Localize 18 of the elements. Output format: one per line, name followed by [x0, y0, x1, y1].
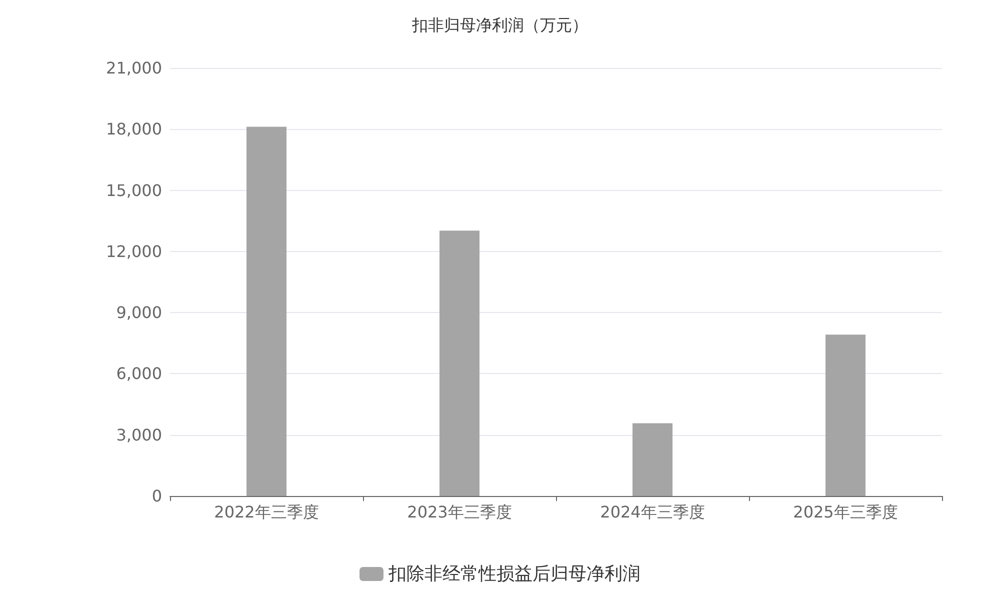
- x-tick-label: 2023年三季度: [407, 502, 512, 522]
- y-tick-label: 15,000: [106, 180, 162, 200]
- chart-title: 扣非归母净利润（万元）: [411, 16, 588, 34]
- y-tick-label: 6,000: [116, 364, 162, 384]
- x-tick-label: 2025年三季度: [793, 502, 898, 522]
- bar: [440, 230, 480, 496]
- bar: [826, 334, 866, 496]
- x-tick-label: 2024年三季度: [600, 502, 705, 522]
- bar: [246, 126, 286, 496]
- y-tick-label: 12,000: [106, 242, 162, 261]
- y-tick-label: 21,000: [106, 58, 162, 78]
- x-tick-label: 2022年三季度: [214, 502, 319, 522]
- y-tick-label: 3,000: [116, 425, 162, 444]
- y-tick-label: 9,000: [116, 303, 162, 322]
- y-tick-label: 0: [152, 486, 162, 506]
- y-tick-label: 18,000: [106, 120, 162, 139]
- legend-label: 扣除非经常性损益后归母净利润: [388, 564, 640, 584]
- bar: [632, 423, 672, 496]
